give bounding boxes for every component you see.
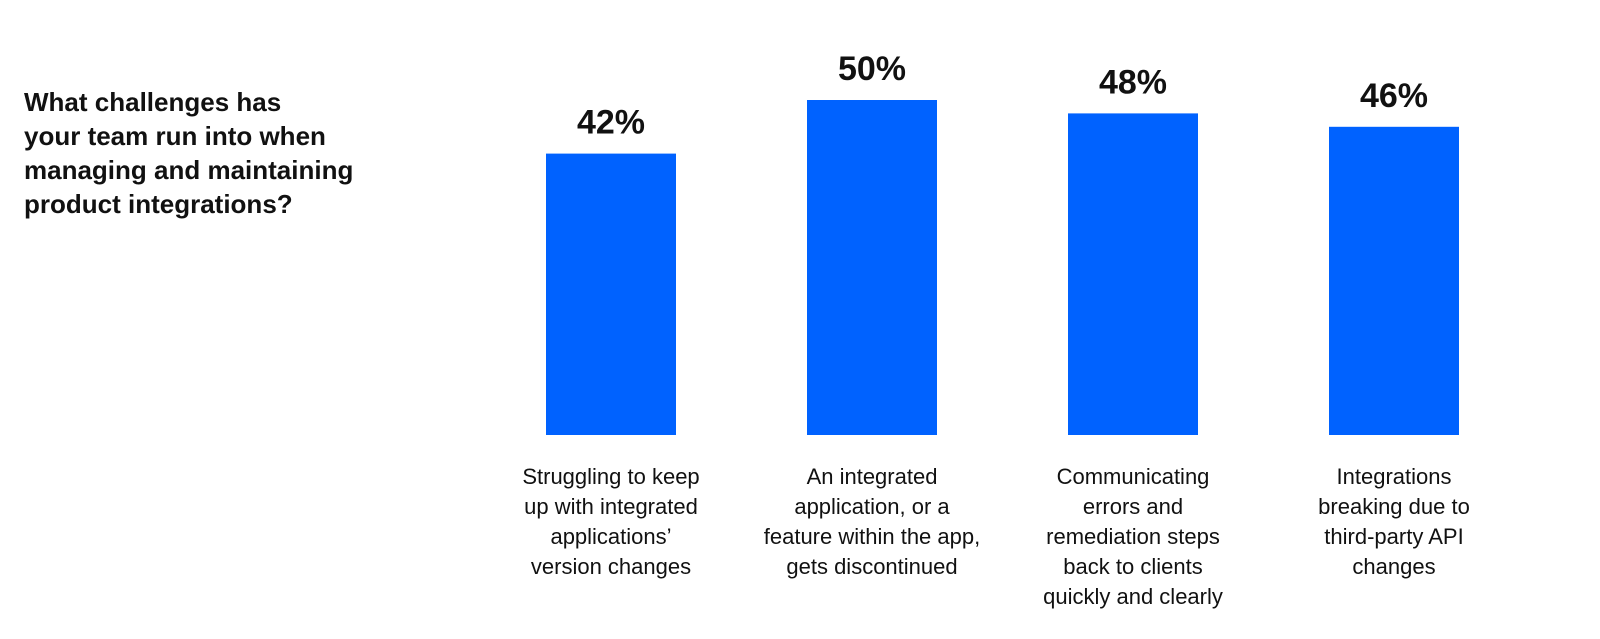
value-label: 46% <box>1360 77 1428 115</box>
value-labels-group: 42% 50% 48% 46% <box>577 50 1428 142</box>
value-label: 42% <box>577 104 645 142</box>
category-label: Communicating errors and remediation ste… <box>1043 464 1223 609</box>
value-label: 48% <box>1099 63 1167 101</box>
category-label: An integrated application, or a feature … <box>763 464 981 579</box>
value-label: 50% <box>838 50 906 88</box>
chart-title: What challenges has your team run into w… <box>24 87 354 219</box>
category-label: Integrations breaking due to third-party… <box>1318 464 1470 579</box>
bars-group <box>546 100 1459 436</box>
bar <box>1068 113 1198 436</box>
bar <box>1329 126 1459 436</box>
bar <box>807 100 937 435</box>
category-label: Struggling to keep up with integrated ap… <box>522 464 700 579</box>
bar <box>546 153 676 435</box>
